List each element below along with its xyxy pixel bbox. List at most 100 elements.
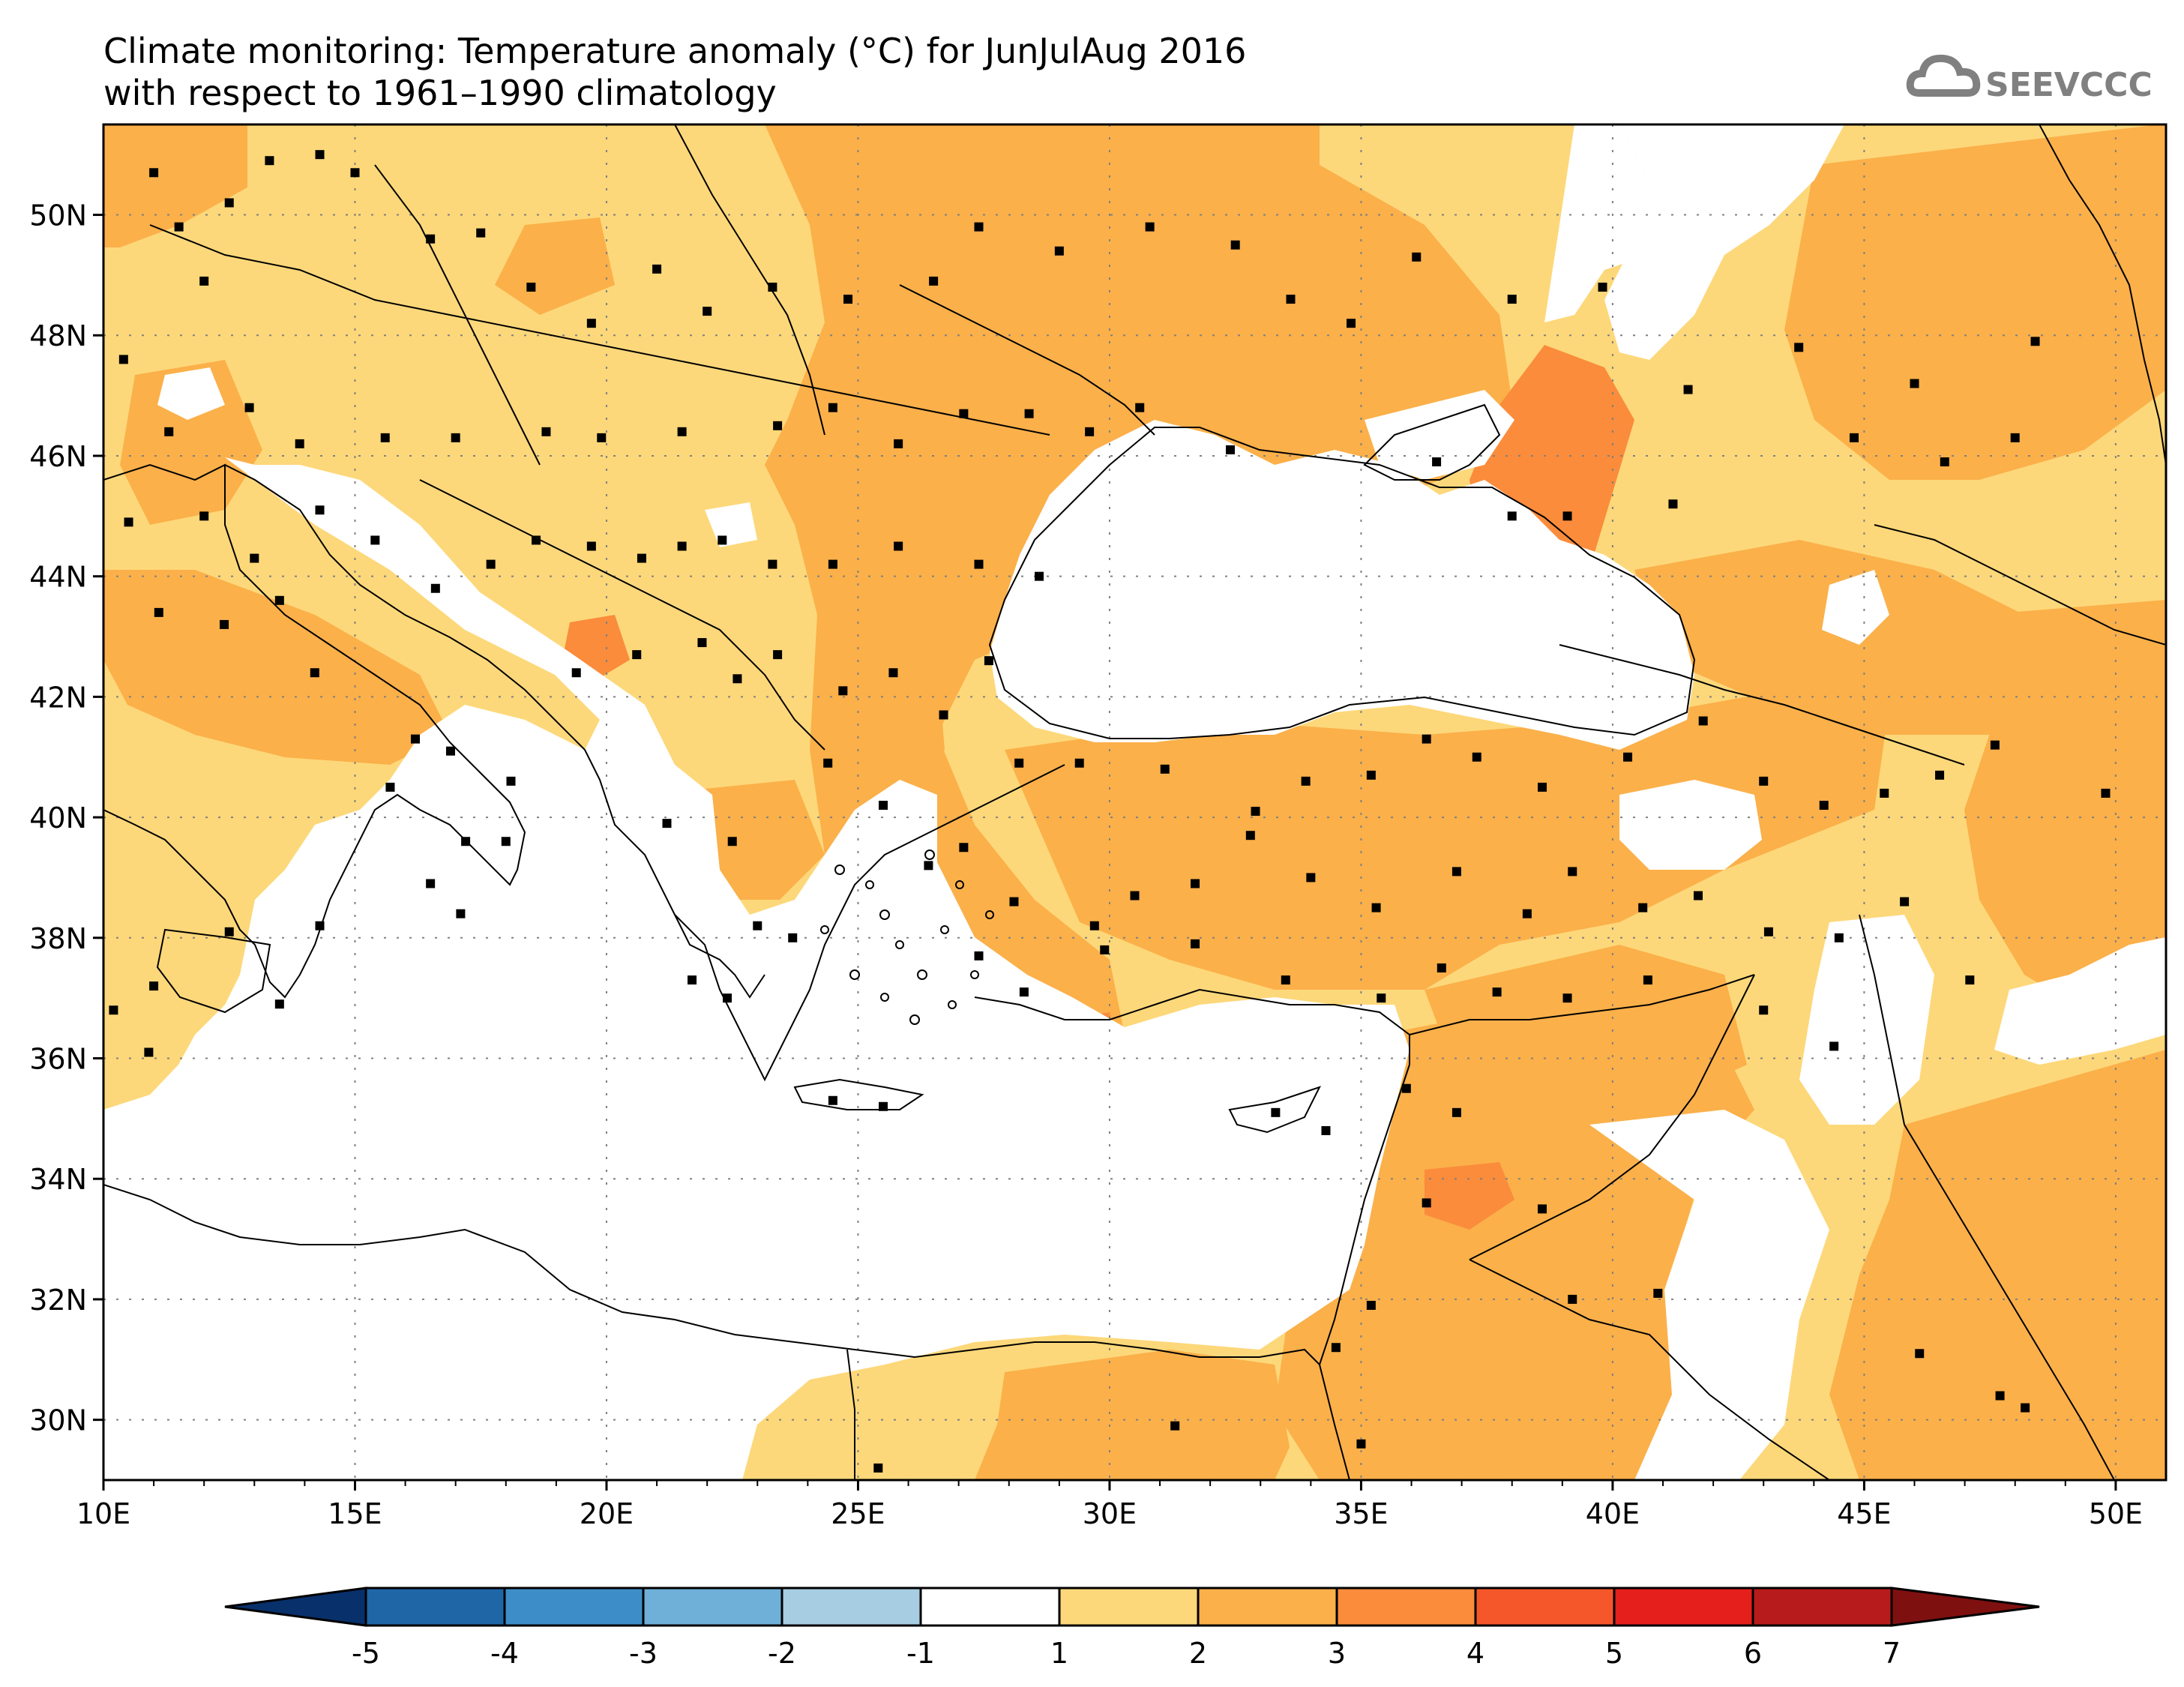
station-marker [199,511,209,521]
station-marker [1074,758,1084,768]
colorbar-label: 7 [1883,1637,1901,1670]
africa-coastline [103,1184,1320,1365]
station-marker [1537,1204,1547,1214]
station-marker [677,541,687,551]
station-marker [1321,1125,1331,1135]
station-marker [974,222,984,232]
black-sea-coastline [988,427,1696,739]
station-marker [1562,993,1572,1003]
station-marker [1306,873,1316,882]
colorbar-label: 3 [1328,1637,1346,1670]
station-marker [1191,879,1200,888]
border-syria-iraq [1469,974,1755,1260]
station-marker [1472,752,1481,762]
lat-tick-label: 42N [29,681,87,714]
station-marker [1537,782,1547,792]
station-marker [718,535,727,545]
station-marker [451,433,460,442]
station-marker [2030,337,2040,346]
station-marker [879,1101,888,1111]
station-marker [1668,499,1678,509]
station-marker [1522,909,1532,918]
low-anomaly-ukraine-russia [1544,124,1679,322]
colorbar-label: -3 [629,1637,658,1670]
station-marker [1230,240,1240,250]
station-marker [1598,282,1607,292]
station-marker [873,1463,883,1473]
station-marker [571,668,581,678]
station-marker [1009,897,1019,906]
station-marker [723,993,732,1003]
lat-tick-label: 44N [29,561,87,594]
station-marker [1331,1343,1341,1353]
station-marker [888,668,898,678]
station-marker [1437,963,1446,972]
lon-tick-label: 20E [580,1497,634,1530]
station-marker [199,276,209,286]
station-marker [768,282,777,292]
low-anomaly-north-east [1604,124,1844,360]
station-marker [109,1005,118,1015]
station-marker [1160,764,1170,774]
colorbar-arrow-left [224,1587,367,1627]
adriatic-tyrrhenian-sea [103,457,1410,1480]
colorbar-label: 1 [1050,1637,1068,1670]
station-marker [894,541,903,551]
station-marker [1135,403,1145,412]
border-egypt [1319,1364,1350,1480]
border-caucasus [1874,524,2166,646]
station-marker [1568,1294,1577,1304]
colorbar-segment [1474,1587,1616,1627]
lat-tick-label: 48N [29,319,87,352]
station-marker [1089,921,1099,930]
station-marker [703,307,712,316]
cloud-logo-icon [1906,54,1981,97]
station-marker [773,650,783,660]
station-marker [1251,807,1260,817]
lat-tick-label: 38N [29,922,87,955]
station-marker [486,559,496,569]
colorbar-label: -4 [490,1637,519,1670]
aegean-islands [820,849,994,1025]
station-marker [350,168,360,178]
lat-tick-label: 34N [29,1163,87,1196]
border-turkey-georgia [1559,644,1965,766]
lat-tick-label: 50N [29,199,87,232]
station-marker [1834,933,1844,942]
station-marker [879,801,888,811]
station-marker [586,319,596,328]
low-anomaly-mesopotamia [1799,915,1934,1125]
station-marker [1759,776,1769,786]
station-marker [1054,246,1064,256]
station-marker [1880,788,1889,798]
station-marker [295,439,304,448]
colorbar-segment [780,1587,922,1627]
station-marker [1995,1391,2005,1401]
station-marker [1170,1421,1180,1431]
station-marker [1965,975,1975,985]
station-marker [1245,831,1255,841]
station-marker [1014,758,1024,768]
station-marker [974,951,984,960]
station-marker [697,638,707,648]
border-balkans [419,479,825,751]
station-marker [1432,457,1442,466]
station-marker [788,933,798,942]
station-marker [124,517,133,527]
sicily-coastline [156,928,271,1014]
station-marker [532,535,541,545]
low-anomaly-zagros [1994,937,2166,1065]
lat-tick-label: 30N [29,1404,87,1437]
map-fields [103,124,2166,1480]
station-marker [929,276,939,286]
station-marker [823,758,833,768]
colorbar-segment [1335,1587,1477,1627]
lon-tick-label: 10E [76,1497,130,1530]
border-europe-2 [374,164,541,466]
station-marker [1698,716,1708,726]
logo-text: SEEVCCC [1985,66,2153,104]
colorbar-segment [1058,1587,1200,1627]
station-marker [597,433,607,442]
station-marker [445,746,455,756]
